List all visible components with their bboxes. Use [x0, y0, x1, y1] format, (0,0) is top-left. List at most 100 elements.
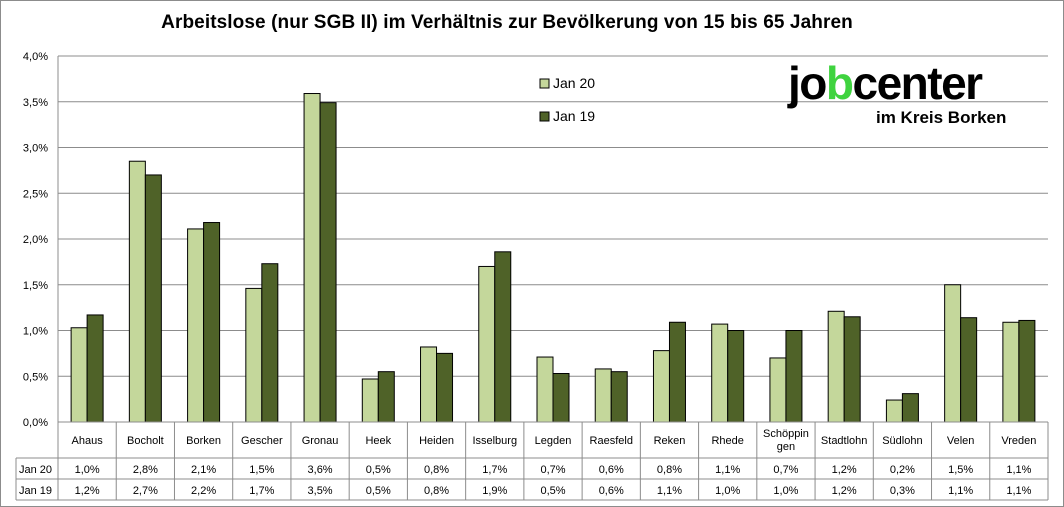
legend-label: Jan 20 — [553, 75, 595, 91]
bar-jan-20 — [187, 228, 205, 423]
bar-jan-19 — [203, 222, 221, 423]
bar-jan-20 — [594, 368, 612, 423]
bar-jan-20 — [245, 287, 263, 423]
table-series-name: Jan 20 — [19, 464, 52, 476]
category-label: Borken — [186, 435, 221, 447]
bar-jan-19 — [901, 393, 919, 423]
logo-subtitle: im Kreis Borken — [876, 108, 1007, 127]
logo-highlight-letter: b — [825, 57, 854, 109]
bar-jan-19 — [727, 330, 745, 423]
data-label: 2,8% — [133, 464, 158, 476]
category-label: Ahaus — [72, 435, 104, 447]
data-label: 1,1% — [1006, 485, 1031, 497]
data-label: 0,6% — [599, 464, 624, 476]
category-label: Gronau — [302, 435, 339, 447]
y-tick-label: 3,5% — [23, 97, 48, 109]
bar-jan-19 — [668, 321, 686, 423]
bar-jan-20 — [944, 284, 962, 423]
y-tick-label: 0,5% — [23, 371, 48, 383]
data-label: 0,5% — [366, 464, 391, 476]
bar-jan-20 — [536, 356, 554, 423]
data-label: 0,8% — [657, 464, 682, 476]
data-label: 0,2% — [890, 464, 915, 476]
data-label: 1,7% — [249, 485, 274, 497]
bar-jan-19 — [960, 317, 978, 423]
category-label: Legden — [535, 435, 572, 447]
data-label: 0,5% — [366, 485, 391, 497]
data-label: 1,2% — [75, 485, 100, 497]
bar-jan-20 — [652, 350, 670, 423]
data-label: 2,1% — [191, 464, 216, 476]
bar-jan-19 — [261, 263, 279, 423]
bar-jan-19 — [319, 102, 337, 423]
data-label: 1,0% — [773, 485, 798, 497]
bar-jan-19 — [552, 373, 570, 423]
bar-jan-20 — [769, 357, 787, 423]
data-label: 1,5% — [249, 464, 274, 476]
y-tick-label: 2,5% — [23, 188, 48, 200]
category-label: Südlohn — [882, 435, 922, 447]
bar-jan-20 — [128, 160, 146, 423]
category-label: Bocholt — [127, 435, 164, 447]
bar-jan-19 — [436, 352, 454, 423]
bar-jan-20 — [70, 327, 88, 423]
category-label: Rhede — [711, 435, 743, 447]
data-label: 1,1% — [715, 464, 740, 476]
bar-jan-19 — [377, 371, 395, 423]
bar-jan-19 — [1018, 319, 1036, 423]
bar-jan-20 — [303, 93, 321, 423]
bar-jan-19 — [494, 251, 512, 423]
data-label: 0,5% — [540, 485, 565, 497]
data-label: 0,8% — [424, 485, 449, 497]
data-label: 1,5% — [948, 464, 973, 476]
bar-jan-19 — [785, 330, 803, 423]
legend-swatch — [539, 111, 550, 122]
data-label: 0,8% — [424, 464, 449, 476]
data-label: 0,3% — [890, 485, 915, 497]
category-label: Reken — [654, 435, 686, 447]
logo-wordmark: jobcenter — [788, 57, 983, 109]
data-label: 1,1% — [1006, 464, 1031, 476]
y-tick-label: 1,0% — [23, 326, 48, 338]
data-label: 1,2% — [832, 464, 857, 476]
bar-jan-19 — [144, 174, 162, 423]
data-label: 1,1% — [948, 485, 973, 497]
data-label: 1,7% — [482, 464, 507, 476]
data-label: 1,9% — [482, 485, 507, 497]
y-tick-label: 4,0% — [23, 51, 48, 63]
category-label: Velen — [947, 435, 975, 447]
category-label: Vreden — [1001, 435, 1036, 447]
category-label: Raesfeld — [590, 435, 633, 447]
bar-jan-19 — [86, 314, 104, 423]
bar-jan-19 — [610, 371, 628, 423]
bar-jan-19 — [843, 316, 861, 423]
data-label: 1,0% — [75, 464, 100, 476]
category-label: Heiden — [419, 435, 454, 447]
y-tick-label: 2,0% — [23, 234, 48, 246]
category-label: Stadtlohn — [821, 435, 867, 447]
data-label: 1,0% — [715, 485, 740, 497]
legend-label: Jan 19 — [553, 108, 595, 124]
bar-jan-20 — [711, 323, 729, 423]
data-label: 2,7% — [133, 485, 158, 497]
data-label: 0,6% — [599, 485, 624, 497]
data-label: 0,7% — [540, 464, 565, 476]
category-label: Gescher — [241, 435, 283, 447]
bar-jan-20 — [478, 265, 496, 423]
bar-jan-20 — [1002, 321, 1020, 423]
data-label: 1,1% — [657, 485, 682, 497]
bar-jan-20 — [361, 378, 379, 423]
category-label: Schöppin — [763, 428, 809, 440]
category-label: Heek — [365, 435, 391, 447]
bar-jan-20 — [420, 346, 438, 423]
jobcenter-logo: jobcenter im Kreis Borken — [788, 57, 1038, 132]
chart-title: Arbeitslose (nur SGB II) im Verhältnis z… — [161, 12, 853, 33]
table-series-name: Jan 19 — [19, 485, 52, 497]
bar-jan-20 — [827, 310, 845, 423]
legend-swatch — [539, 78, 550, 89]
y-tick-label: 3,0% — [23, 143, 48, 155]
data-label: 1,2% — [832, 485, 857, 497]
data-label: 0,7% — [773, 464, 798, 476]
category-label: gen — [777, 441, 795, 453]
